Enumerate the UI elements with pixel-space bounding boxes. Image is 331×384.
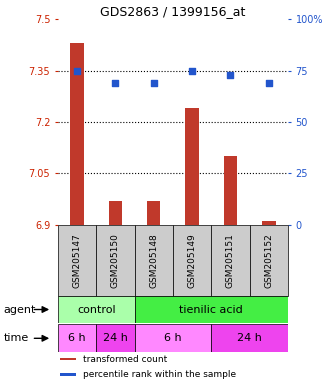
Bar xyxy=(250,225,288,296)
Point xyxy=(228,71,233,78)
Text: transformed count: transformed count xyxy=(83,355,167,364)
Bar xyxy=(58,324,96,352)
Bar xyxy=(211,324,288,352)
Bar xyxy=(58,225,96,296)
Bar xyxy=(109,201,122,225)
Text: percentile rank within the sample: percentile rank within the sample xyxy=(83,370,236,379)
Bar xyxy=(173,225,211,296)
Bar xyxy=(147,201,161,225)
Text: GSM205149: GSM205149 xyxy=(188,233,197,288)
Text: GSM205147: GSM205147 xyxy=(72,233,82,288)
Point xyxy=(189,68,195,74)
Text: GSM205148: GSM205148 xyxy=(149,233,158,288)
Bar xyxy=(96,225,135,296)
Bar xyxy=(60,373,76,376)
Bar xyxy=(135,225,173,296)
Bar xyxy=(135,296,288,323)
Bar xyxy=(71,43,84,225)
Text: 24 h: 24 h xyxy=(237,333,262,343)
Point xyxy=(266,80,271,86)
Point xyxy=(151,80,157,86)
Text: GSM205150: GSM205150 xyxy=(111,233,120,288)
Text: control: control xyxy=(77,305,116,314)
Title: GDS2863 / 1399156_at: GDS2863 / 1399156_at xyxy=(100,5,246,18)
Text: GSM205151: GSM205151 xyxy=(226,233,235,288)
Bar xyxy=(96,324,135,352)
Text: 6 h: 6 h xyxy=(68,333,86,343)
Bar xyxy=(58,296,135,323)
Text: time: time xyxy=(3,333,28,343)
Bar xyxy=(60,358,76,360)
Text: GSM205152: GSM205152 xyxy=(264,233,273,288)
Bar xyxy=(224,156,237,225)
Text: agent: agent xyxy=(3,305,36,314)
Point xyxy=(113,80,118,86)
Bar xyxy=(185,108,199,225)
Bar xyxy=(262,221,275,225)
Text: tienilic acid: tienilic acid xyxy=(179,305,243,314)
Text: 6 h: 6 h xyxy=(164,333,182,343)
Point xyxy=(74,68,80,74)
Text: 24 h: 24 h xyxy=(103,333,128,343)
Bar xyxy=(211,225,250,296)
Bar xyxy=(135,324,211,352)
